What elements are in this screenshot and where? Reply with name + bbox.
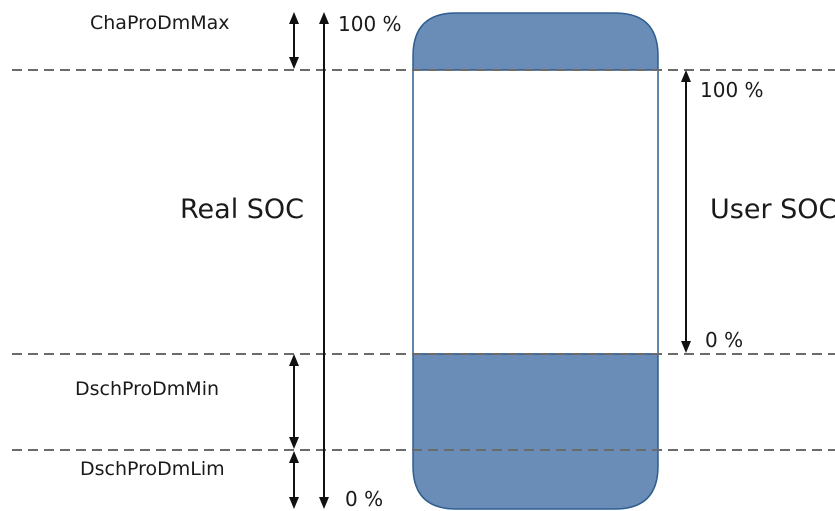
dsch-pro-dm-lim-arrow (289, 451, 299, 509)
battery-bottom-reserve (412, 353, 659, 510)
user-soc-label: User SOC (710, 194, 835, 225)
battery-top-reserve (412, 12, 659, 71)
dsch-pro-dm-min-label: DschProDmMin (75, 378, 219, 400)
dsch-pro-dm-min-arrow (289, 354, 299, 449)
cha-pro-dm-max-label: ChaProDmMax (90, 12, 230, 34)
real-soc-arrow (319, 12, 329, 509)
user-soc-bottom-percent: 0 % (705, 328, 743, 352)
dsch-pro-dm-lim-label: DschProDmLim (80, 458, 225, 480)
real-soc-label: Real SOC (180, 194, 304, 225)
cha-pro-dm-max-arrow (289, 12, 299, 69)
user-soc-arrow (681, 70, 691, 353)
real-soc-top-percent: 100 % (338, 12, 402, 36)
user-soc-top-percent: 100 % (700, 78, 764, 102)
real-soc-bottom-percent: 0 % (345, 487, 383, 511)
battery-user-zone (412, 69, 659, 355)
battery (412, 12, 659, 510)
